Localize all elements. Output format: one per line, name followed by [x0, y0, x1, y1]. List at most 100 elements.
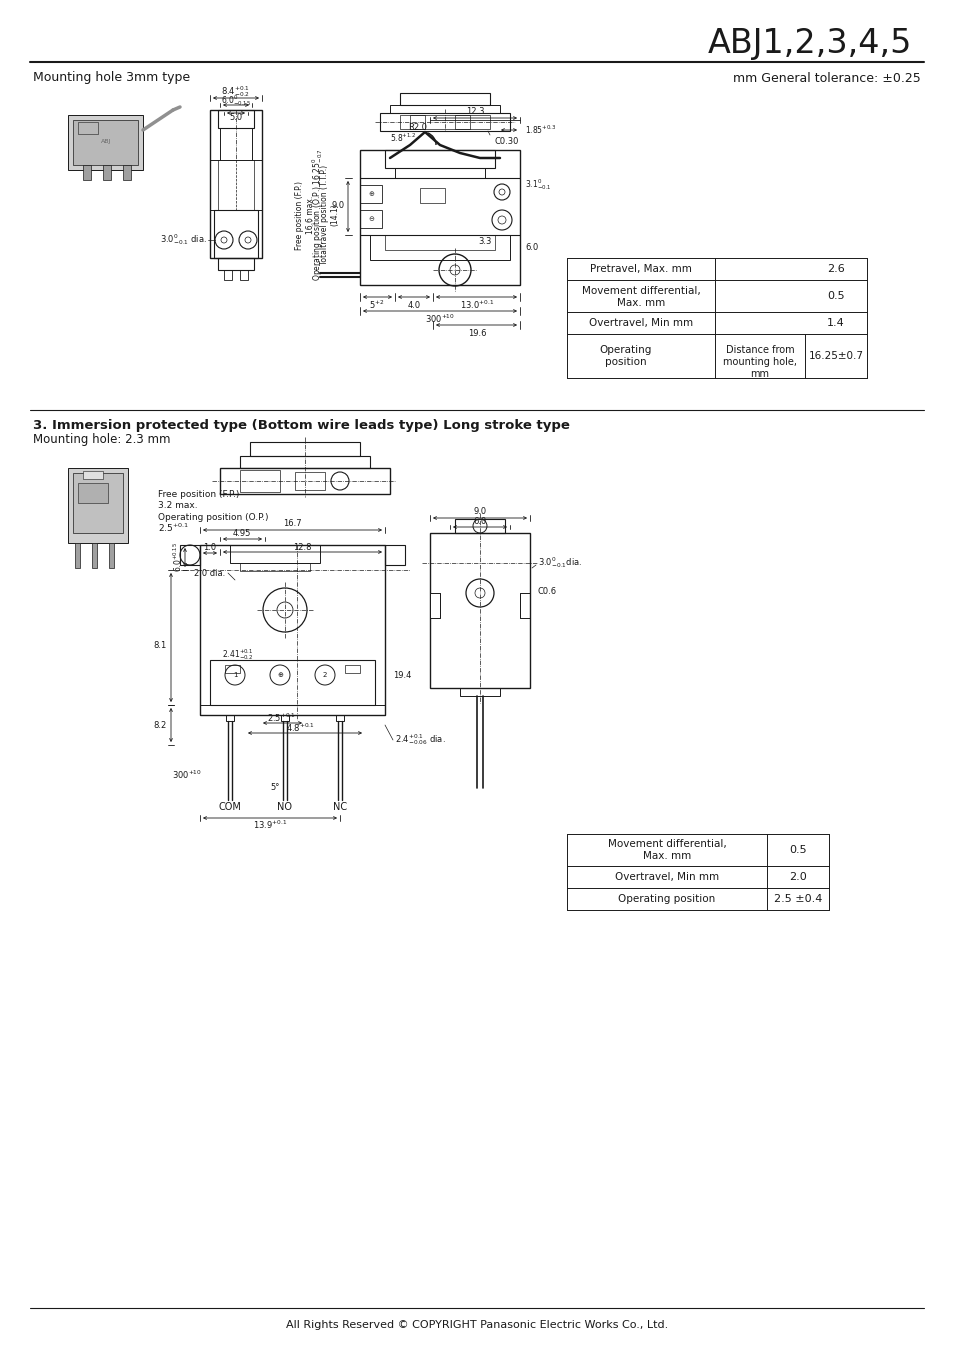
- Text: 2.0: 2.0: [788, 871, 806, 882]
- Text: mm: mm: [750, 369, 769, 380]
- Text: C0.6: C0.6: [537, 586, 557, 596]
- Bar: [455, 115, 470, 128]
- Text: Overtravel, Min mm: Overtravel, Min mm: [615, 871, 719, 882]
- Bar: [410, 115, 424, 128]
- Bar: [419, 188, 444, 203]
- Bar: [294, 471, 325, 490]
- Bar: [379, 113, 510, 131]
- Bar: [359, 185, 381, 203]
- Bar: [430, 593, 439, 617]
- Text: ABJ1,2,3,4,5: ABJ1,2,3,4,5: [707, 27, 911, 61]
- Bar: [345, 665, 359, 673]
- Text: 2.4$^{+0.1}_{-0.06}$ dia.: 2.4$^{+0.1}_{-0.06}$ dia.: [395, 732, 445, 747]
- Bar: [335, 715, 344, 721]
- Text: ⊖: ⊖: [368, 216, 374, 222]
- Bar: [109, 543, 113, 567]
- Bar: [91, 543, 97, 567]
- Text: 2.5 ±0.4: 2.5 ±0.4: [773, 894, 821, 904]
- Bar: [210, 661, 375, 705]
- Text: 16.25±0.7: 16.25±0.7: [807, 351, 862, 361]
- Text: Free position (F.P.)
3.2 max.: Free position (F.P.) 3.2 max.: [158, 490, 239, 509]
- Text: COM: COM: [218, 802, 241, 812]
- Bar: [519, 593, 530, 617]
- Text: Operating position: Operating position: [618, 894, 715, 904]
- Text: 13.0$^{+0.1}$: 13.0$^{+0.1}$: [459, 299, 494, 311]
- Text: 9.0: 9.0: [473, 507, 486, 516]
- Text: 1: 1: [233, 671, 237, 678]
- Text: C0.30: C0.30: [495, 136, 518, 146]
- Bar: [210, 109, 262, 258]
- Text: 5.0: 5.0: [230, 113, 242, 123]
- Bar: [240, 457, 370, 467]
- Bar: [75, 543, 80, 567]
- Text: 1.0: 1.0: [203, 543, 216, 553]
- Text: ⊕: ⊕: [276, 671, 283, 678]
- Text: Operating
position: Operating position: [599, 346, 652, 367]
- Text: 6.0: 6.0: [524, 242, 537, 251]
- Bar: [399, 93, 490, 105]
- Bar: [399, 115, 490, 128]
- Text: 1.85$^{+0.3}$: 1.85$^{+0.3}$: [524, 124, 556, 136]
- Text: 13.9$^{+0.1}$: 13.9$^{+0.1}$: [253, 819, 287, 831]
- Text: NC: NC: [333, 802, 347, 812]
- Text: 8.2: 8.2: [153, 720, 167, 730]
- Text: Operating position (O.P.): Operating position (O.P.): [158, 513, 268, 523]
- Bar: [78, 122, 98, 134]
- Text: Overtravel, Min mm: Overtravel, Min mm: [588, 317, 692, 328]
- Bar: [281, 715, 289, 721]
- Bar: [250, 442, 359, 457]
- Text: 3.1$^{0}_{-0.1}$: 3.1$^{0}_{-0.1}$: [524, 177, 551, 192]
- Bar: [459, 688, 499, 696]
- Bar: [83, 471, 103, 480]
- Text: Mounting hole 3mm type: Mounting hole 3mm type: [33, 72, 190, 85]
- Text: 3.0$^{0}_{-0.1}$dia.: 3.0$^{0}_{-0.1}$dia.: [537, 555, 581, 570]
- Text: NO: NO: [277, 802, 293, 812]
- Text: 16.7: 16.7: [282, 519, 301, 527]
- Text: 19.6: 19.6: [467, 328, 486, 338]
- Text: Totaltravel position (T.T.P.)
(14.1): Totaltravel position (T.T.P.) (14.1): [320, 165, 339, 265]
- Text: 9.0: 9.0: [331, 201, 344, 211]
- Text: 4.8$^{+0.1}$: 4.8$^{+0.1}$: [285, 721, 314, 734]
- Bar: [73, 120, 138, 165]
- Bar: [240, 470, 280, 492]
- Bar: [240, 563, 310, 571]
- Bar: [73, 473, 123, 534]
- Bar: [103, 165, 111, 180]
- Text: mm General tolerance: ±0.25: mm General tolerance: ±0.25: [733, 72, 920, 85]
- Text: 8.1: 8.1: [153, 640, 167, 650]
- Text: 3.0$^{0}_{-0.1}$ dia.: 3.0$^{0}_{-0.1}$ dia.: [160, 232, 207, 247]
- Text: 5.8$^{+1.2}$: 5.8$^{+1.2}$: [390, 132, 416, 145]
- Bar: [385, 150, 495, 168]
- Text: Movement differential,: Movement differential,: [581, 286, 700, 296]
- Text: 300$^{+10}$: 300$^{+10}$: [172, 769, 202, 781]
- Bar: [430, 534, 530, 688]
- Text: ⊕: ⊕: [368, 190, 374, 197]
- Bar: [180, 544, 200, 565]
- Text: mounting hole,: mounting hole,: [722, 357, 796, 367]
- Text: ABJ: ABJ: [101, 139, 112, 145]
- Bar: [68, 115, 143, 170]
- Text: Max. mm: Max. mm: [642, 851, 690, 861]
- Bar: [78, 484, 108, 503]
- Text: 6.0$^{0}_{-0.15}$: 6.0$^{0}_{-0.15}$: [221, 93, 251, 108]
- Text: 2.5$^{+0.1}$: 2.5$^{+0.1}$: [158, 521, 189, 534]
- Bar: [213, 209, 257, 258]
- Text: 6.0: 6.0: [473, 516, 486, 526]
- Text: 19.4: 19.4: [393, 670, 411, 680]
- Text: Distance from: Distance from: [725, 345, 794, 355]
- Text: 12.8: 12.8: [293, 543, 311, 551]
- Text: Operating position (O.P.) 16.25$^{0}_{-0.7}$: Operating position (O.P.) 16.25$^{0}_{-0…: [311, 149, 325, 281]
- Bar: [395, 168, 484, 178]
- Bar: [83, 165, 91, 180]
- Text: 3.3: 3.3: [477, 238, 491, 246]
- Text: Max. mm: Max. mm: [617, 299, 664, 308]
- Text: 5$^{+2}$: 5$^{+2}$: [369, 299, 384, 311]
- Text: 2.0 dia.: 2.0 dia.: [193, 569, 225, 577]
- Bar: [359, 150, 519, 285]
- Text: 4.0: 4.0: [407, 300, 420, 309]
- Bar: [455, 519, 504, 534]
- Text: All Rights Reserved © COPYRIGHT Panasonic Electric Works Co., Ltd.: All Rights Reserved © COPYRIGHT Panasoni…: [286, 1320, 667, 1329]
- Text: Mounting hole: 2.3 mm: Mounting hole: 2.3 mm: [33, 434, 171, 446]
- Text: 2.41$^{+0.1}_{-0.2}$: 2.41$^{+0.1}_{-0.2}$: [222, 647, 253, 662]
- Bar: [224, 270, 232, 280]
